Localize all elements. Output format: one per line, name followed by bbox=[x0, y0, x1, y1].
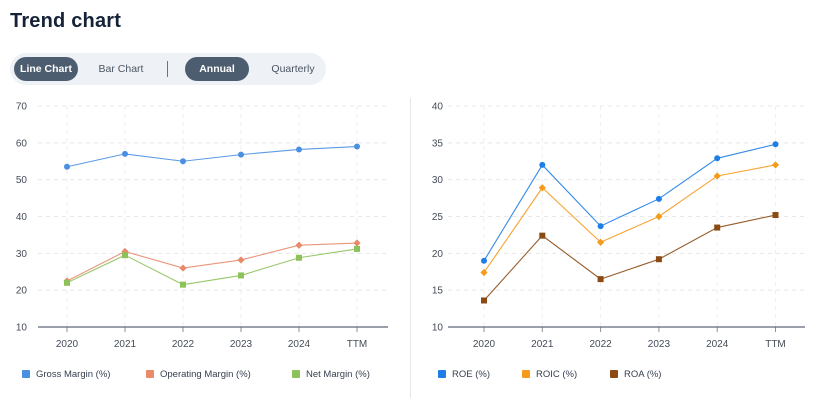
legend-roe[interactable]: ROE (%) bbox=[438, 369, 490, 380]
data-point[interactable] bbox=[64, 279, 70, 286]
chart-divider bbox=[410, 98, 411, 398]
x-tick-label: 2022 bbox=[589, 339, 612, 350]
bar-chart-toggle[interactable]: Bar Chart bbox=[98, 63, 144, 75]
y-tick-label: 25 bbox=[432, 212, 444, 223]
data-point[interactable] bbox=[354, 143, 360, 150]
data-point[interactable] bbox=[180, 281, 186, 288]
series-line bbox=[66, 145, 358, 168]
series-line bbox=[483, 164, 776, 273]
data-point[interactable] bbox=[597, 223, 604, 230]
x-tick-label: 2024 bbox=[288, 339, 311, 350]
y-tick-label: 10 bbox=[16, 323, 28, 334]
data-point[interactable] bbox=[539, 232, 546, 239]
y-tick-label: 40 bbox=[432, 102, 444, 113]
data-point[interactable] bbox=[772, 212, 779, 219]
data-point[interactable] bbox=[480, 268, 488, 277]
data-point[interactable] bbox=[771, 161, 780, 169]
series-line bbox=[483, 143, 776, 261]
data-point[interactable] bbox=[238, 151, 244, 158]
margins-line-chart: 10 20 30 40 50 60 70 2020 2021 2022 2023 2024 TTM bbox=[16, 102, 388, 350]
toggle-separator bbox=[167, 61, 168, 77]
data-point[interactable] bbox=[354, 245, 360, 252]
series-line bbox=[483, 214, 776, 301]
data-point[interactable] bbox=[772, 141, 779, 148]
returns-legend: ROE (%) ROIC (%) ROA (%) bbox=[410, 369, 815, 383]
legend-label: ROA (%) bbox=[624, 369, 662, 380]
data-point[interactable] bbox=[655, 212, 663, 221]
legend-swatch bbox=[292, 370, 300, 378]
legend-label: ROIC (%) bbox=[536, 369, 578, 380]
data-point[interactable] bbox=[538, 184, 546, 192]
series-line bbox=[66, 248, 358, 286]
data-point[interactable] bbox=[237, 256, 245, 264]
x-tick-label: TTM bbox=[347, 339, 368, 350]
series-line bbox=[66, 242, 358, 282]
x-tick-label: 2024 bbox=[706, 339, 729, 350]
annual-toggle[interactable]: Annual bbox=[185, 57, 249, 81]
x-tick-label: 2023 bbox=[230, 339, 253, 350]
legend-roic[interactable]: ROIC (%) bbox=[522, 369, 577, 380]
data-point[interactable] bbox=[481, 257, 487, 264]
data-point[interactable] bbox=[481, 297, 487, 304]
data-point[interactable] bbox=[714, 155, 721, 162]
legend-operating-margin[interactable]: Operating Margin (%) bbox=[146, 369, 251, 380]
data-point[interactable] bbox=[296, 254, 302, 261]
x-tick-label: 2023 bbox=[648, 339, 671, 350]
y-tick-label: 10 bbox=[432, 323, 444, 334]
y-tick-label: 30 bbox=[16, 249, 28, 260]
y-tick-label: 30 bbox=[432, 175, 444, 186]
data-point[interactable] bbox=[179, 264, 187, 272]
page-title: Trend chart bbox=[10, 10, 122, 32]
legend-net-margin[interactable]: Net Margin (%) bbox=[292, 369, 370, 380]
y-tick-label: 20 bbox=[432, 249, 444, 260]
y-tick-label: 35 bbox=[432, 138, 444, 149]
legend-swatch bbox=[610, 370, 618, 378]
y-tick-label: 15 bbox=[432, 286, 444, 297]
data-point[interactable] bbox=[539, 161, 546, 168]
data-point[interactable] bbox=[122, 252, 128, 259]
legend-label: Net Margin (%) bbox=[306, 369, 370, 380]
data-point[interactable] bbox=[122, 150, 128, 157]
legend-gross-margin[interactable]: Gross Margin (%) bbox=[22, 369, 110, 380]
x-tick-label: 2020 bbox=[56, 339, 79, 350]
quarterly-toggle[interactable]: Quarterly bbox=[271, 63, 315, 75]
x-tick-label: TTM bbox=[765, 339, 786, 350]
legend-roa[interactable]: ROA (%) bbox=[610, 369, 661, 380]
x-tick-label: 2021 bbox=[531, 339, 554, 350]
data-point[interactable] bbox=[655, 256, 662, 263]
data-point[interactable] bbox=[64, 163, 70, 170]
legend-swatch bbox=[522, 370, 530, 378]
y-tick-label: 50 bbox=[16, 175, 28, 186]
data-point[interactable] bbox=[597, 276, 604, 283]
y-tick-label: 40 bbox=[16, 212, 28, 223]
data-point[interactable] bbox=[180, 158, 186, 165]
chart-toggle-bar: Line Chart Bar Chart Annual Quarterly bbox=[10, 53, 326, 85]
data-point[interactable] bbox=[238, 272, 244, 279]
data-point[interactable] bbox=[713, 172, 721, 180]
y-tick-label: 70 bbox=[16, 102, 28, 113]
data-point[interactable] bbox=[655, 195, 662, 202]
data-point[interactable] bbox=[714, 224, 721, 231]
data-point[interactable] bbox=[295, 241, 303, 249]
legend-swatch bbox=[22, 370, 30, 378]
returns-line-chart: 10 15 20 25 30 35 40 2020 2021 2022 2023 2024 TTM bbox=[432, 102, 805, 350]
legend-swatch bbox=[146, 370, 154, 378]
legend-label: Operating Margin (%) bbox=[160, 369, 251, 380]
data-point[interactable] bbox=[353, 239, 361, 247]
margins-legend: Gross Margin (%) Operating Margin (%) Ne… bbox=[0, 369, 405, 383]
x-tick-label: 2022 bbox=[172, 339, 195, 350]
y-tick-label: 20 bbox=[16, 286, 28, 297]
x-tick-label: 2020 bbox=[473, 339, 496, 350]
legend-swatch bbox=[438, 370, 446, 378]
line-chart-toggle[interactable]: Line Chart bbox=[14, 57, 78, 81]
y-tick-label: 60 bbox=[16, 138, 28, 149]
x-tick-label: 2021 bbox=[114, 339, 137, 350]
legend-label: Gross Margin (%) bbox=[36, 369, 111, 380]
data-point[interactable] bbox=[296, 146, 302, 153]
legend-label: ROE (%) bbox=[452, 369, 490, 380]
